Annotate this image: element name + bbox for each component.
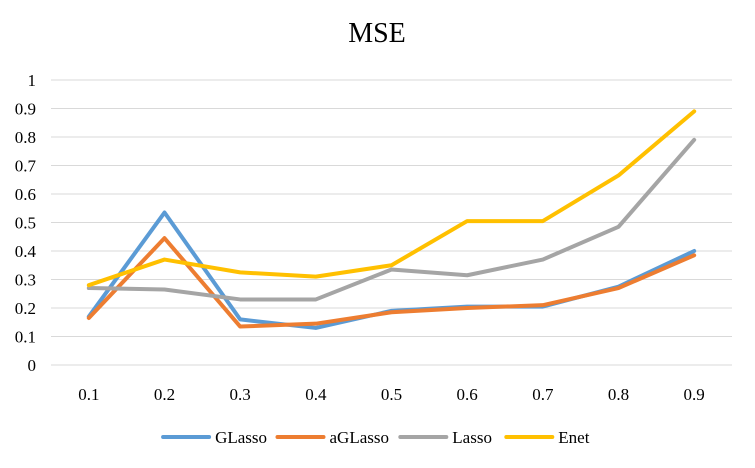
series-lasso <box>86 137 697 302</box>
gridlines <box>51 79 732 366</box>
data-point <box>692 109 696 113</box>
legend-item-glasso: GLasso <box>161 428 267 447</box>
x-tick-label: 0.7 <box>532 385 554 404</box>
y-tick-label: 1 <box>28 71 37 90</box>
series-line <box>86 137 697 302</box>
legend-label: GLasso <box>215 428 267 447</box>
x-tick-label: 0.2 <box>154 385 175 404</box>
y-tick-label: 0 <box>28 356 37 375</box>
y-tick-label: 0.9 <box>15 100 36 119</box>
legend-item-lasso: Lasso <box>398 428 492 447</box>
series-lines <box>86 109 697 330</box>
y-tick-label: 0.7 <box>15 157 37 176</box>
data-point <box>617 225 620 229</box>
series-aglasso <box>86 236 697 329</box>
x-tick-label: 0.8 <box>608 385 629 404</box>
data-point <box>465 306 469 310</box>
data-point <box>465 273 469 277</box>
y-axis-ticks: 0 0.1 0.2 0.3 0.4 0.5 0.6 0.7 0.8 0.9 1 <box>15 71 37 375</box>
legend-label: Enet <box>558 428 589 447</box>
legend-item-enet: Enet <box>504 428 590 447</box>
data-point <box>163 211 166 215</box>
data-point <box>238 325 242 329</box>
legend: GLasso aGLasso Lasso Enet <box>161 428 590 447</box>
data-point <box>617 173 620 177</box>
data-point <box>163 258 166 262</box>
data-point <box>541 258 545 262</box>
x-tick-label: 0.6 <box>457 385 478 404</box>
data-point <box>465 219 469 223</box>
legend-item-aglasso: aGLasso <box>275 428 389 447</box>
data-point <box>163 287 166 291</box>
y-tick-label: 0.8 <box>15 128 36 147</box>
data-point <box>314 322 318 326</box>
data-point <box>390 310 393 314</box>
data-point <box>87 283 91 287</box>
y-tick-label: 0.6 <box>15 185 36 204</box>
data-point <box>238 297 242 301</box>
data-point <box>390 268 393 272</box>
x-tick-label: 0.1 <box>78 385 99 404</box>
y-tick-label: 0.5 <box>15 214 36 233</box>
x-tick-label: 0.3 <box>230 385 251 404</box>
legend-label: aGLasso <box>330 428 389 447</box>
y-tick-label: 0.4 <box>15 242 37 261</box>
data-point <box>163 236 166 240</box>
data-point <box>692 138 696 142</box>
data-point <box>87 286 91 290</box>
data-point <box>390 263 393 267</box>
data-point <box>238 270 242 274</box>
x-tick-label: 0.5 <box>381 385 402 404</box>
data-point <box>238 317 242 321</box>
chart-title: MSE <box>348 18 406 49</box>
data-point <box>87 316 91 320</box>
data-point <box>314 275 318 279</box>
legend-label: Lasso <box>452 428 492 447</box>
y-tick-label: 0.3 <box>15 271 36 290</box>
data-point <box>692 249 696 253</box>
data-point <box>541 219 545 223</box>
data-point <box>617 286 620 290</box>
data-point <box>692 253 696 257</box>
x-axis-ticks: 0.1 0.2 0.3 0.4 0.5 0.6 0.7 0.8 0.9 <box>78 385 705 404</box>
series-enet <box>86 109 697 288</box>
y-tick-label: 0.2 <box>15 299 36 318</box>
data-point <box>541 303 545 307</box>
data-point <box>314 297 318 301</box>
x-tick-label: 0.4 <box>305 385 327 404</box>
x-tick-label: 0.9 <box>684 385 705 404</box>
y-tick-label: 0.1 <box>15 328 36 347</box>
data-point <box>314 326 318 330</box>
